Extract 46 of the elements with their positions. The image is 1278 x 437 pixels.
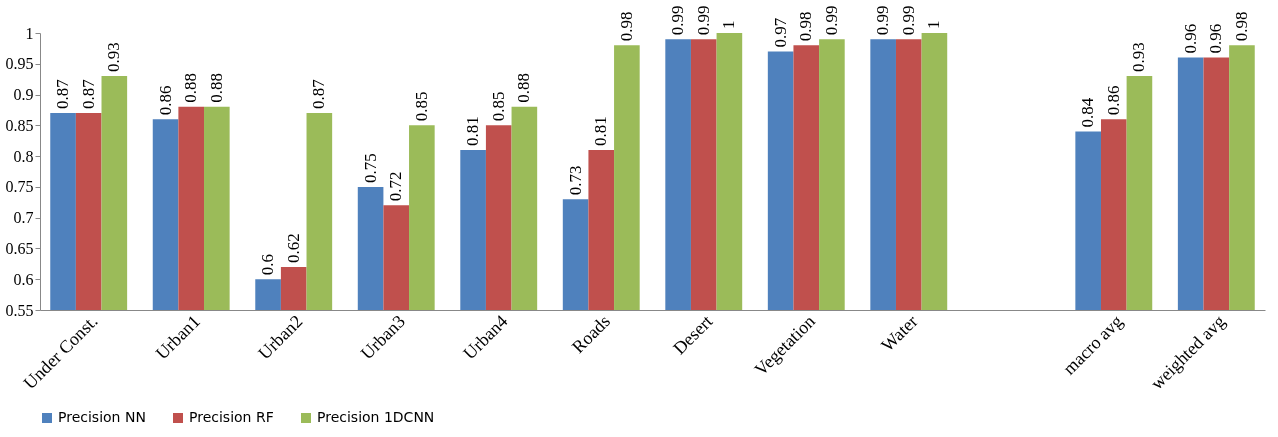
data-label: 1 [924, 20, 944, 29]
data-label: 0.98 [616, 11, 636, 42]
data-label: 0.96 [1206, 23, 1226, 54]
y-tick-label: 0.6 [13, 270, 34, 288]
data-label: 0.88 [206, 73, 226, 103]
y-tick-label: 0.65 [5, 239, 34, 257]
data-label: 0.75 [360, 153, 380, 183]
y-tick-label: 0.9 [13, 86, 34, 104]
y-tick-label: 0.55 [5, 301, 34, 319]
data-label: 0.93 [1129, 42, 1149, 73]
data-label: 0.97 [770, 17, 790, 48]
data-label: 0.62 [283, 233, 303, 263]
data-label: 0.99 [821, 5, 841, 36]
data-label: 0.85 [411, 91, 431, 122]
data-label: 0.87 [78, 78, 98, 110]
data-label: 1 [719, 20, 739, 29]
y-tick-label: 0.75 [5, 178, 34, 196]
y-tick-label: 0.8 [13, 147, 34, 165]
legend-label: Precision RF [189, 409, 274, 425]
data-label: 0.72 [386, 171, 406, 202]
legend-label: Precision 1DCNN [317, 409, 435, 425]
data-label: 0.84 [1078, 97, 1098, 128]
data-label: 0.93 [104, 42, 124, 73]
data-label: 0.81 [463, 116, 483, 146]
data-label: 0.86 [155, 85, 175, 116]
data-label: 0.88 [514, 73, 534, 103]
data-label: 0.88 [181, 73, 201, 103]
data-label: 0.73 [565, 165, 585, 196]
data-label: 0.99 [693, 5, 713, 36]
y-tick-label: 1 [25, 24, 34, 42]
y-tick-label: 0.95 [5, 55, 34, 73]
data-label: 0.85 [488, 91, 508, 122]
y-tick-label: 0.7 [13, 209, 34, 227]
legend-label: Precision NN [58, 409, 146, 425]
data-label: 0.98 [1231, 11, 1251, 42]
y-tick-label: 0.85 [5, 116, 34, 134]
data-label: 0.81 [591, 116, 611, 146]
data-label: 0.87 [53, 78, 73, 110]
data-label: 0.99 [873, 5, 893, 36]
data-label: 0.87 [309, 78, 329, 110]
data-label: 0.99 [668, 5, 688, 36]
data-label: 0.96 [1180, 23, 1200, 54]
data-label: 0.86 [1103, 85, 1123, 116]
data-label: 0.6 [258, 253, 278, 276]
data-label: 0.98 [796, 11, 816, 42]
data-label: 0.99 [898, 5, 918, 36]
